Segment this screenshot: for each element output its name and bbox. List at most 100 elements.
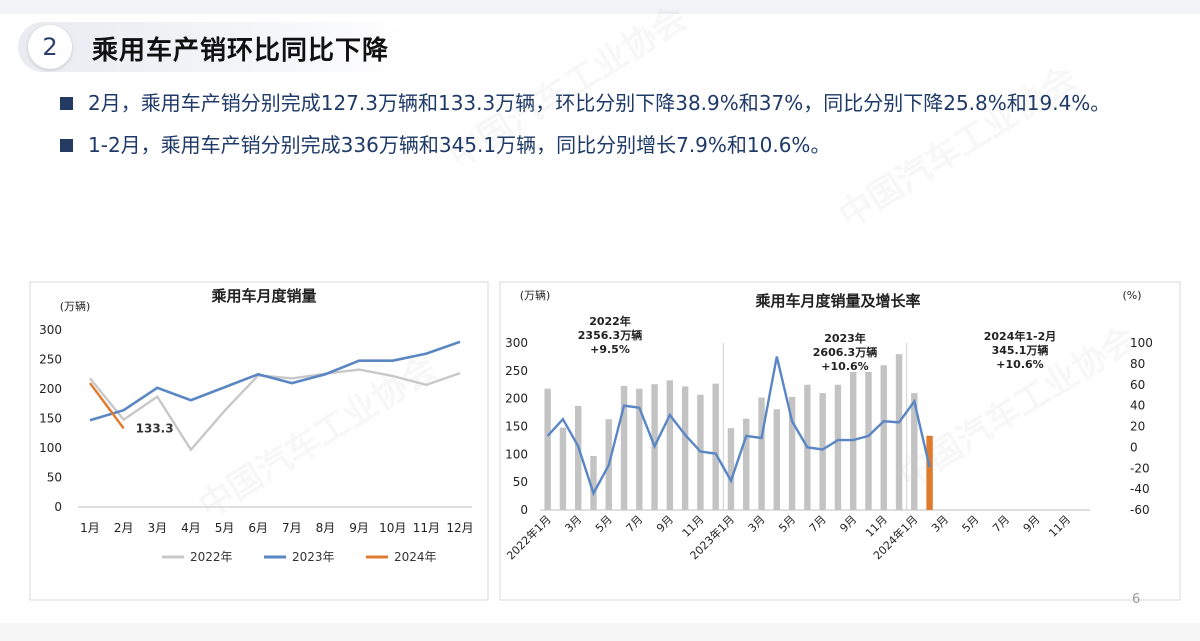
right-y2-tick-label: 80	[1130, 357, 1145, 371]
right-y-axis-label: (万辆)	[520, 288, 551, 302]
left-data-label: 133.3	[136, 421, 174, 435]
right-y2-tick-label: 0	[1130, 440, 1138, 454]
left-x-tick-label: 11月	[413, 521, 440, 535]
left-x-tick-label: 12月	[446, 521, 473, 535]
right-y2-tick-label: 20	[1130, 420, 1145, 434]
right-y-tick-label: 0	[520, 503, 528, 517]
page-number: 6	[1132, 592, 1141, 607]
title-banner	[18, 22, 408, 72]
section-number: 2	[28, 25, 72, 69]
left-y-tick-label: 50	[47, 471, 62, 485]
growth-rate-line	[546, 356, 931, 497]
sales-bar	[788, 396, 796, 510]
left-chart-title: 乘用车月度销量	[210, 287, 316, 305]
right-x-tick-label: 3月	[562, 513, 584, 535]
sales-bar	[544, 388, 551, 510]
right-x-tick-label: 7月	[807, 513, 829, 535]
sales-bar	[819, 393, 826, 510]
square-bullet-icon	[60, 97, 73, 110]
right-chart-title: 乘用车月度销量及增长率	[754, 292, 920, 310]
left-x-tick-label: 7月	[282, 521, 302, 535]
sales-bar	[636, 388, 643, 510]
right-x-tick-label: 7月	[624, 513, 646, 535]
sales-bar	[712, 383, 719, 510]
left-x-tick-label: 9月	[349, 521, 369, 535]
right-y-tick-label: 50	[513, 475, 528, 489]
right-x-tick-label: 11月	[680, 513, 707, 540]
year-annotation: 2022年	[589, 314, 631, 328]
top-rule	[0, 0, 1200, 14]
left-x-tick-label: 8月	[316, 521, 336, 535]
right-x-tick-label: 7月	[990, 513, 1012, 535]
sales-bar	[895, 354, 903, 510]
right-y-tick-label: 300	[505, 336, 528, 350]
legend-label-2023年: 2023年	[292, 550, 335, 564]
left-chart-frame	[29, 281, 489, 601]
left-x-tick-label: 4月	[181, 521, 201, 535]
sales-bar	[574, 405, 582, 510]
sales-bar	[590, 456, 597, 510]
right-y-tick-label: 250	[505, 364, 528, 378]
sales-bar	[743, 418, 750, 510]
footer-rule	[0, 623, 1200, 641]
right-x-tick-label: 11月	[863, 513, 890, 540]
bullet-text: 1-2月，乘用车产销分别完成336万辆和345.1万辆，同比分别增长7.9%和1…	[88, 133, 831, 157]
left-x-tick-label: 2月	[114, 521, 134, 535]
year-annotation: +10.6%	[821, 360, 868, 373]
right-y-tick-label: 100	[505, 447, 528, 461]
bullet-item: 2月，乘用车产销分别完成127.3万辆和133.3万辆，环比分别下降38.9%和…	[60, 88, 1170, 118]
right-x-tick-label: 5月	[593, 513, 615, 535]
right-x-tick-label: 9月	[654, 513, 676, 535]
right-y-tick-label: 200	[505, 392, 528, 406]
sales-bar	[926, 435, 933, 510]
sales-bar	[666, 380, 674, 510]
left-y-tick-label: 0	[54, 500, 62, 514]
left-x-tick-label: 10月	[379, 521, 406, 535]
sales-bar	[773, 409, 781, 510]
series-line-2024年	[89, 382, 125, 430]
right-x-tick-label: 2022年1月	[504, 512, 554, 562]
sales-bar	[559, 427, 567, 510]
year-annotation: 2024年1-2月	[984, 329, 1057, 343]
right-x-tick-label: 9月	[837, 513, 859, 535]
sales-bar	[727, 428, 735, 510]
left-x-tick-label: 5月	[215, 521, 235, 535]
right-x-tick-label: 11月	[1046, 513, 1073, 540]
square-bullet-icon	[60, 139, 73, 152]
sales-bar	[911, 393, 918, 510]
series-line-2022年	[89, 368, 461, 452]
right-y2-tick-label: -20	[1130, 461, 1150, 475]
year-annotation: +9.5%	[590, 343, 630, 356]
year-annotation: 345.1万辆	[992, 343, 1049, 357]
series-line-2023年	[89, 340, 461, 422]
bullet-text: 2月，乘用车产销分别完成127.3万辆和133.3万辆，环比分别下降38.9%和…	[88, 91, 1111, 115]
year-annotation: 2606.3万辆	[813, 345, 877, 359]
right-x-tick-label: 5月	[960, 513, 982, 535]
left-x-tick-label: 3月	[147, 521, 167, 535]
sales-bar	[880, 365, 887, 510]
sales-bar	[620, 385, 628, 510]
bullet-item: 1-2月，乘用车产销分别完成336万辆和345.1万辆，同比分别增长7.9%和1…	[60, 130, 1170, 160]
sales-bar	[865, 371, 872, 510]
right-y-tick-label: 150	[505, 420, 528, 434]
sales-bar	[834, 384, 842, 510]
year-annotation: 2356.3万辆	[578, 328, 642, 342]
sales-bar	[681, 386, 689, 510]
right-x-tick-label: 9月	[1021, 513, 1043, 535]
right-x-tick-label: 3月	[746, 513, 768, 535]
left-y-tick-label: 300	[39, 323, 62, 337]
sales-bar	[758, 397, 765, 510]
left-x-tick-label: 1月	[80, 521, 100, 535]
left-y-tick-label: 200	[39, 382, 62, 396]
left-x-tick-label: 6月	[248, 521, 268, 535]
left-y-tick-label: 100	[39, 441, 62, 455]
right-x-tick-label: 5月	[776, 513, 798, 535]
year-annotation: +10.6%	[996, 358, 1043, 371]
legend-label-2022年: 2022年	[190, 550, 233, 564]
right-y2-tick-label: -40	[1130, 482, 1150, 496]
bullet-list: 2月，乘用车产销分别完成127.3万辆和133.3万辆，环比分别下降38.9%和…	[60, 88, 1170, 172]
right-y2-tick-label: 40	[1130, 399, 1145, 413]
legend-label-2024年: 2024年	[394, 550, 437, 564]
